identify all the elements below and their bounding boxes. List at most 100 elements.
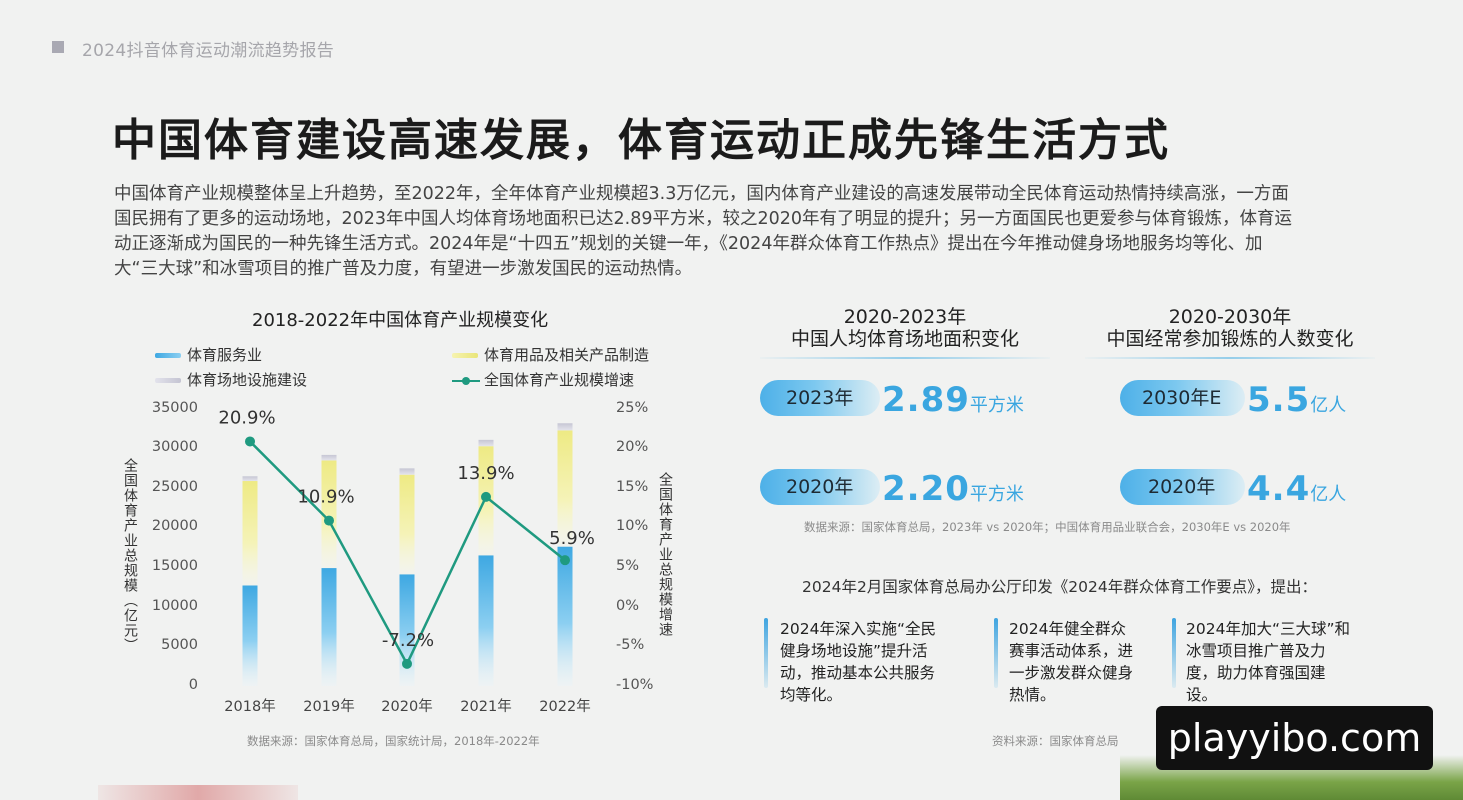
panel-title-line: 中国人均体育场地面积变化 [790, 328, 1019, 350]
bar-goods [321, 460, 337, 569]
y2-tick: 0% [616, 598, 640, 614]
bar-service [478, 555, 494, 686]
growth-data-label: 13.9% [457, 463, 514, 484]
legend-item: 体育场地设施建设 [155, 369, 307, 390]
growth-point [402, 658, 412, 669]
bar-facility [242, 476, 258, 482]
divider [760, 357, 1050, 359]
decorative-strip [98, 785, 298, 800]
metric-unit: 亿人 [1310, 484, 1347, 505]
metric-number: 5.5 [1247, 380, 1311, 420]
x-tick: 2022年 [539, 699, 591, 715]
y2-tick: 15% [616, 479, 649, 495]
bar-service [242, 585, 258, 686]
y-tick: 0 [188, 677, 198, 693]
bar-goods [242, 481, 258, 586]
metric-number: 2.20 [882, 469, 970, 509]
bar-goods [399, 474, 415, 575]
y-tick: 20000 [151, 518, 198, 534]
x-tick: 2019年 [303, 699, 355, 715]
bar-facility [478, 439, 494, 447]
intro-line: 中国体育产业规模整体呈上升趋势，至2022年，全年体育产业规模超3.3万亿元，国… [114, 184, 1289, 204]
legend-item: 全国体育产业规模增速 [452, 369, 634, 390]
legend-label: 体育场地设施建设 [187, 371, 308, 389]
bar-goods [557, 430, 573, 547]
year-pill: 2020年 [1120, 469, 1245, 505]
panel-title-line: 2020-2023年 [843, 306, 967, 328]
growth-data-label: 10.9% [297, 487, 354, 508]
y-tick: 25000 [151, 479, 198, 495]
panel-title-line: 中国经常参加锻炼的人数变化 [1106, 328, 1354, 350]
y-tick: 10000 [151, 598, 198, 614]
bar-service [321, 568, 337, 686]
y2-tick: 25% [616, 400, 649, 416]
growth-point [324, 515, 334, 526]
policy-notice: 2024年2月国家体育总局办公厅印发《2024年群众体育工作要点》，提出： [802, 578, 1318, 596]
y-axis-label: 全国体育产业总规模（亿元） [122, 458, 138, 653]
growth-point [560, 555, 570, 566]
page-headline: 中国体育建设高速发展，体育运动正成先锋生活方式 [112, 115, 1170, 166]
legend-label: 体育服务业 [187, 346, 263, 364]
metric-value: 2.89平方米 [882, 380, 1024, 420]
legend-label: 全国体育产业规模增速 [484, 371, 635, 389]
metric-unit: 平方米 [969, 484, 1024, 505]
policy-card: 2024年健全群众赛事活动体系，进一步激发群众健身热情。 [1009, 620, 1134, 704]
legend-swatch-service [155, 353, 181, 358]
legend-swatch-facility [155, 378, 181, 383]
y2-tick: 10% [616, 518, 649, 534]
bar-facility [557, 423, 573, 431]
card-accent-bar [1172, 618, 1176, 688]
policy-card: 2024年加大“三大球”和冰雪项目推广普及力度，助力体育强国建设。 [1186, 620, 1351, 704]
x-tick: 2021年 [460, 699, 512, 715]
growth-point [481, 491, 491, 502]
metric-number: 2.89 [882, 380, 970, 420]
chart-title: 2018-2022年中国体育产业规模变化 [252, 310, 549, 331]
card-accent-bar [764, 618, 768, 688]
y-tick: 35000 [151, 400, 198, 416]
panel-area-title: 2020-2023年 中国人均体育场地面积变化 [760, 306, 1050, 350]
x-tick: 2020年 [381, 699, 433, 715]
legend-item: 体育服务业 [155, 344, 262, 365]
legend-label: 体育用品及相关产品制造 [484, 346, 650, 364]
year-pill: 2020年 [760, 469, 880, 505]
y2-tick: 5% [616, 558, 640, 574]
intro-line: 动正逐渐成为国民的一种先锋生活方式。2024年是“十四五”规划的关键一年，《20… [114, 234, 1263, 254]
y-tick: 30000 [151, 439, 198, 455]
card-accent-bar [994, 618, 998, 688]
growth-point [245, 436, 255, 447]
bar-facility [321, 454, 337, 461]
y2-tick: -10% [616, 677, 654, 693]
divider [1085, 357, 1375, 359]
bar-facility [399, 468, 415, 475]
y2-axis-label: 全国体育产业总规模增速 [657, 472, 673, 637]
metric-value: 5.5亿人 [1247, 380, 1346, 420]
x-tick: 2018年 [224, 699, 276, 715]
report-title: 2024抖音体育运动潮流趋势报告 [82, 41, 335, 61]
y2-tick: 20% [616, 439, 649, 455]
y2-tick: -5% [616, 637, 645, 653]
metric-unit: 亿人 [1310, 395, 1347, 416]
intro-line: 大“三大球”和冰雪项目的推广普及力度，有望进一步激发国民的运动热情。 [114, 259, 693, 279]
metric-unit: 平方米 [969, 395, 1024, 416]
intro-paragraph: 中国体育产业规模整体呈上升趋势，至2022年，全年体育产业规模超3.3万亿元，国… [114, 182, 1359, 282]
intro-line: 国民拥有了更多的运动场地，2023年中国人均体育场地面积已达2.89平方米，较之… [114, 209, 1293, 229]
metric-value: 2.20平方米 [882, 469, 1024, 509]
header-square-icon [52, 41, 64, 53]
legend-item: 体育用品及相关产品制造 [452, 344, 649, 365]
chart-source: 数据来源：国家体育总局，国家统计局，2018年-2022年 [247, 734, 540, 748]
bar-service [557, 546, 573, 686]
growth-data-label: 5.9% [549, 528, 595, 549]
notice-source: 资料来源：国家体育总局 [992, 734, 1119, 748]
panel-people-title: 2020-2030年 中国经常参加锻炼的人数变化 [1085, 306, 1375, 350]
panel-title-line: 2020-2030年 [1168, 306, 1292, 328]
growth-data-label: -7.2% [382, 630, 434, 651]
y-tick: 15000 [151, 558, 198, 574]
panels-source: 数据来源：国家体育总局，2023年 vs 2020年；中国体育用品业联合会，20… [804, 520, 1291, 534]
watermark: playyibo.com [1156, 706, 1433, 770]
year-pill: 2023年 [760, 380, 880, 416]
year-pill: 2030年E [1120, 380, 1245, 416]
metric-number: 4.4 [1247, 469, 1311, 509]
y-tick: 5000 [161, 637, 198, 653]
policy-card: 2024年深入实施“全民健身场地设施”提升活动，推动基本公共服务均等化。 [780, 620, 936, 704]
